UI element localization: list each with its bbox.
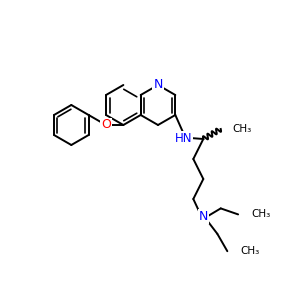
Text: CH₃: CH₃ [240, 246, 260, 256]
Text: HN: HN [175, 131, 192, 145]
Text: N: N [199, 210, 208, 223]
Text: CH₃: CH₃ [233, 124, 252, 134]
Text: N: N [153, 79, 163, 92]
Text: CH₃: CH₃ [251, 209, 270, 219]
Text: O: O [101, 118, 111, 131]
